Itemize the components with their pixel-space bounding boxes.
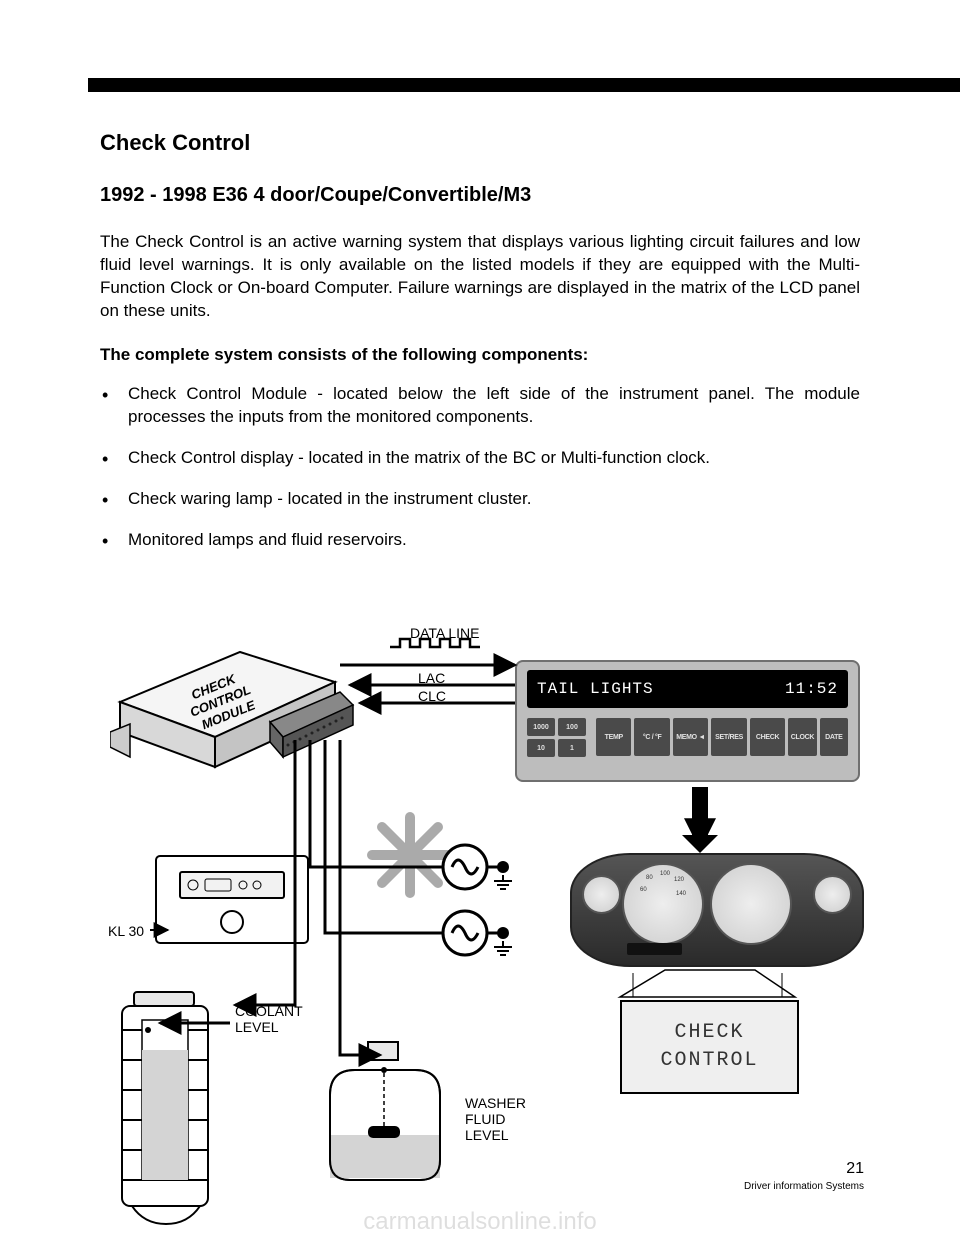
check-control-readout: CHECK CONTROL [620,1000,799,1094]
bc-button[interactable]: SET/RES [711,718,746,756]
header-bar [88,78,960,92]
check-control-module: CHECK CONTROL MODULE [110,647,355,777]
bc-left-buttons: 1000 100 10 1 [527,718,586,757]
bc-button[interactable]: DATE [820,718,848,756]
bc-screen-time: 11:52 [785,680,838,698]
gauge-speedo: 60 80 100 120 140 [622,863,704,945]
content-area: Check Control 1992 - 1998 E36 4 door/Cou… [100,130,860,569]
gauge-number: 140 [676,891,686,897]
coolant-reservoir [118,990,213,1225]
bc-button[interactable]: 1000 [527,718,555,736]
label-lac: LAC [418,670,445,686]
label-washer: WASHER FLUID LEVEL [465,1095,526,1143]
bc-button[interactable]: °C / °F [634,718,669,756]
gauge-small [813,875,852,914]
bc-button[interactable]: 10 [527,739,555,757]
gauge-number: 100 [660,871,670,877]
cluster-lcd [627,943,682,955]
bc-mid-buttons: TEMP °C / °F MEMO ◄ SET/RES CHECK CLOCK … [596,718,848,757]
list-item: Check Control display - located in the m… [100,447,860,470]
bc-button[interactable]: MEMO ◄ [673,718,708,756]
gauge-number: 60 [640,887,647,893]
bc-button[interactable]: 1 [558,739,586,757]
page: Check Control 1992 - 1998 E36 4 door/Cou… [0,0,960,1242]
bc-button[interactable]: TEMP [596,718,631,756]
label-coolant: COOLANT LEVEL [235,1003,303,1035]
washer-reservoir [320,1040,450,1185]
page-label: Driver information Systems [744,1181,864,1192]
bc-display-unit: TAIL LIGHTS 11:52 1000 100 10 1 TEMP °C … [515,660,860,782]
intro-paragraph: The Check Control is an active warning s… [100,231,860,323]
gauge-number: 120 [674,877,684,883]
bc-button[interactable]: 100 [558,718,586,736]
label-kl30: KL 30 [108,923,144,939]
radio-unit [155,855,309,944]
radio-display [179,871,285,899]
list-item: Check Control Module - located below the… [100,383,860,429]
instrument-cluster: 60 80 100 120 140 [570,853,864,967]
gauge-small [582,875,621,914]
components-heading: The complete system consists of the foll… [100,345,860,365]
list-item: Monitored lamps and fluid reservoirs. [100,529,860,552]
page-subtitle: 1992 - 1998 E36 4 door/Coupe/Convertible… [100,184,860,207]
label-data-line: DATA LINE [410,625,480,641]
watermark: carmanualsonline.info [0,1208,960,1236]
label-clc: CLC [418,688,446,704]
list-item: Check waring lamp - located in the instr… [100,488,860,511]
bc-button[interactable]: CLOCK [788,718,816,756]
bc-screen-text: TAIL LIGHTS [537,680,654,698]
system-diagram: CHECK CONTROL MODULE TAIL LIGHTS 11:52 1… [100,625,860,1225]
components-list: Check Control Module - located below the… [100,383,860,552]
gauge-tach [710,863,792,945]
gauge-number: 80 [646,875,653,881]
bc-button[interactable]: CHECK [750,718,785,756]
page-number: 21 [846,1160,864,1178]
page-title: Check Control [100,130,860,156]
bc-screen: TAIL LIGHTS 11:52 [527,670,848,708]
radio-knob [220,910,244,934]
bc-button-row: 1000 100 10 1 TEMP °C / °F MEMO ◄ SET/RE… [527,718,848,757]
cc-display-text: CHECK CONTROL [660,1019,758,1075]
